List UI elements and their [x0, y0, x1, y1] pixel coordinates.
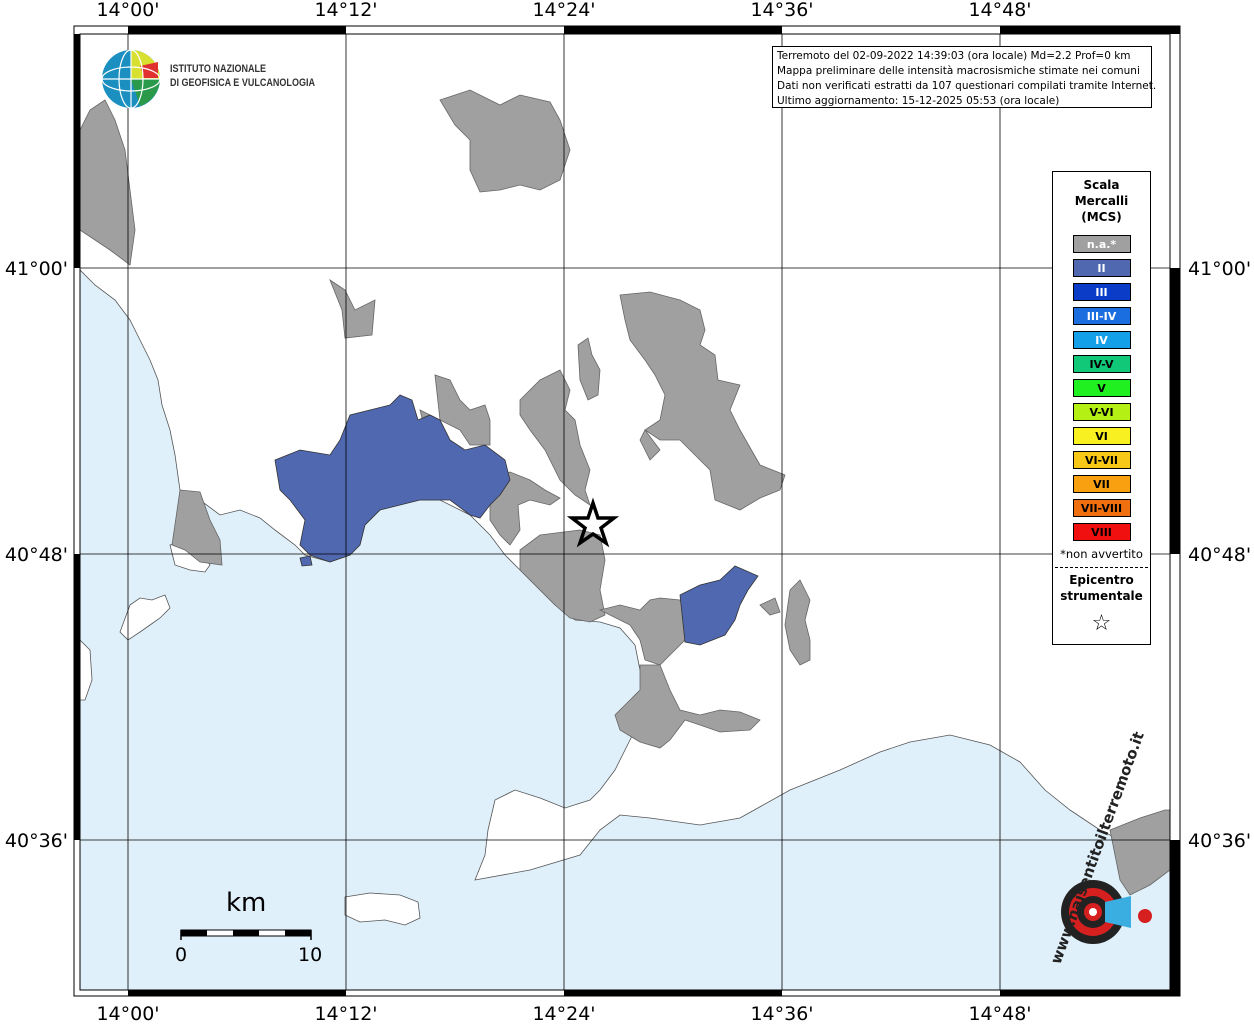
earthquake-info-box: Terremoto del 02-09-2022 14:39:03 (ora l… [772, 46, 1157, 108]
lat-right-label: 40°36' [1188, 830, 1251, 852]
island-procida [119, 594, 171, 641]
legend-item: VII-VIII [1072, 499, 1131, 517]
map-frame [73, 25, 1181, 997]
lon-bottom-label: 14°36' [750, 1003, 813, 1024]
legend-item: II [1072, 259, 1131, 277]
info-line-description: Mappa preliminare delle intensità macros… [777, 65, 1140, 77]
legend-item: V-VI [1072, 403, 1131, 421]
lon-top-label: 14°48' [968, 0, 1031, 21]
legend-divider [1055, 567, 1148, 568]
ingv-logo: ISTITUTO NAZIONALE DI GEOFISICA E VULCAN… [100, 48, 320, 110]
info-line-updated: Ultimo aggiornamento: 15-12-2025 05:53 (… [777, 95, 1060, 107]
coast-west [80, 639, 93, 701]
lat-right-label: 41°00' [1188, 258, 1251, 280]
municipalities-intensity-II [274, 394, 759, 646]
legend-title-line: (MCS) [1081, 210, 1122, 224]
graticule [80, 34, 1170, 990]
legend-epicenter-label: Epicentro strumentale [1053, 572, 1150, 604]
mcs-legend: Scala Mercalli (MCS) n.a.* II III III-IV IV I… [1052, 171, 1151, 645]
lon-bottom-label: 14°48' [968, 1003, 1031, 1024]
haisentito-logo [1061, 880, 1152, 944]
lon-top-label: 14°36' [750, 0, 813, 21]
municipalities-not-available [80, 89, 1170, 896]
lon-top-label: 14°24' [532, 0, 595, 21]
lat-right-label: 40°48' [1188, 544, 1251, 566]
legend-item: IV-V [1072, 355, 1131, 373]
lon-bottom-label: 14°00' [96, 1003, 159, 1024]
lon-top-label: 14°12' [314, 0, 377, 21]
legend-item: n.a.* [1072, 235, 1131, 253]
epicenter-star-icon: ☆ [1091, 611, 1112, 636]
legend-item: VII [1072, 475, 1131, 493]
legend-title-line: Mercalli [1074, 194, 1129, 208]
ingv-name: ISTITUTO NAZIONALE DI GEOFISICA E VULCAN… [170, 62, 315, 90]
ingv-line1: ISTITUTO NAZIONALE [170, 63, 267, 75]
info-line-event: Terremoto del 02-09-2022 14:39:03 (ora l… [777, 50, 1131, 62]
legend-note: *non avvertito [1060, 547, 1143, 561]
legend-epicenter-line: strumentale [1060, 589, 1143, 603]
scale-end-label: 10 [298, 944, 323, 966]
legend-items: n.a.* II III III-IV IV IV-V V V-VI VI VI-VII VII VI… [1053, 235, 1150, 541]
epicenter-star [566, 497, 620, 548]
legend-epicenter-line: Epicentro [1069, 573, 1134, 587]
ingv-globe-icon [101, 49, 161, 109]
legend-item: VI [1072, 427, 1131, 445]
legend-item: III [1072, 283, 1131, 301]
legend-item: III-IV [1072, 307, 1131, 325]
lon-bottom-label: 14°12' [314, 1003, 377, 1024]
ingv-line2: DI GEOFISICA E VULCANOLOGIA [170, 77, 315, 89]
info-line-data-source: Dati non verificati estratti da 107 ques… [777, 80, 1157, 92]
scale-unit: km [226, 888, 267, 918]
legend-item: VIII [1072, 523, 1131, 541]
legend-item: IV [1072, 331, 1131, 349]
tick-labels: 14°00' 14°12' 14°24' 14°36' 14°48' 14°00… [5, 0, 1251, 1025]
legend-title-line: Scala [1083, 178, 1120, 192]
scale-start-label: 0 [175, 944, 188, 966]
map-area [80, 34, 1170, 990]
lon-top-label: 14°00' [96, 0, 159, 21]
lat-left-label: 41°00' [5, 258, 68, 280]
legend-title: Scala Mercalli (MCS) [1053, 177, 1150, 225]
scale-bar [180, 929, 312, 940]
island-capri [344, 892, 421, 926]
lon-bottom-label: 14°24' [532, 1003, 595, 1024]
lat-left-label: 40°48' [5, 544, 68, 566]
legend-item: V [1072, 379, 1131, 397]
lat-left-label: 40°36' [5, 830, 68, 852]
legend-item: VI-VII [1072, 451, 1131, 469]
